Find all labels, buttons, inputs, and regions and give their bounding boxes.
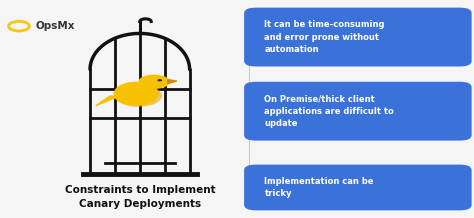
Text: It can be time-consuming
and error prone without
automation: It can be time-consuming and error prone… <box>264 20 385 54</box>
Circle shape <box>138 75 170 89</box>
Text: OpsMx: OpsMx <box>36 21 75 31</box>
Ellipse shape <box>113 82 158 106</box>
FancyBboxPatch shape <box>244 165 472 210</box>
Polygon shape <box>96 96 117 106</box>
Text: Constraints to Implement
Canary Deployments: Constraints to Implement Canary Deployme… <box>64 185 215 209</box>
Ellipse shape <box>115 85 162 107</box>
FancyBboxPatch shape <box>244 8 472 66</box>
Polygon shape <box>168 80 177 83</box>
FancyBboxPatch shape <box>244 82 472 141</box>
Text: Implementation can be
tricky: Implementation can be tricky <box>264 177 374 198</box>
Text: On Premise/thick client
applications are difficult to
update: On Premise/thick client applications are… <box>264 94 394 128</box>
Circle shape <box>157 79 162 81</box>
